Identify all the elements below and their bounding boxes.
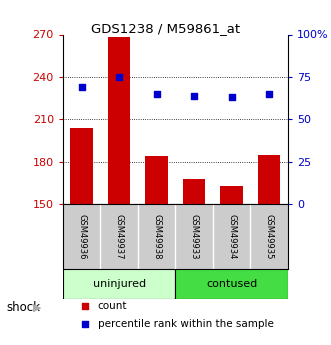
Text: contused: contused — [206, 279, 257, 289]
Text: shock: shock — [7, 301, 41, 314]
Bar — [63, 269, 175, 299]
Text: uninjured: uninjured — [93, 279, 146, 289]
Point — [229, 95, 234, 100]
Text: GDS1238 / M59861_at: GDS1238 / M59861_at — [91, 22, 240, 36]
Text: count: count — [98, 301, 127, 311]
Bar — [220, 186, 243, 204]
Point — [154, 91, 159, 97]
Point — [192, 93, 197, 98]
Bar — [258, 155, 280, 204]
Point — [83, 321, 88, 327]
Point — [79, 84, 84, 90]
Bar — [175, 269, 288, 299]
Text: GSM49936: GSM49936 — [77, 214, 86, 259]
Text: GSM49933: GSM49933 — [190, 214, 199, 259]
Text: GSM49934: GSM49934 — [227, 214, 236, 259]
Text: GSM49935: GSM49935 — [265, 214, 274, 259]
Bar — [183, 179, 206, 204]
Text: GSM49937: GSM49937 — [115, 214, 124, 259]
Bar — [108, 37, 130, 204]
Text: ▶: ▶ — [33, 303, 42, 313]
Bar — [71, 128, 93, 204]
Bar — [145, 156, 168, 204]
Point — [266, 91, 272, 97]
Text: GSM49938: GSM49938 — [152, 214, 161, 259]
Text: percentile rank within the sample: percentile rank within the sample — [98, 319, 274, 329]
Point — [83, 303, 88, 309]
Point — [117, 74, 122, 80]
